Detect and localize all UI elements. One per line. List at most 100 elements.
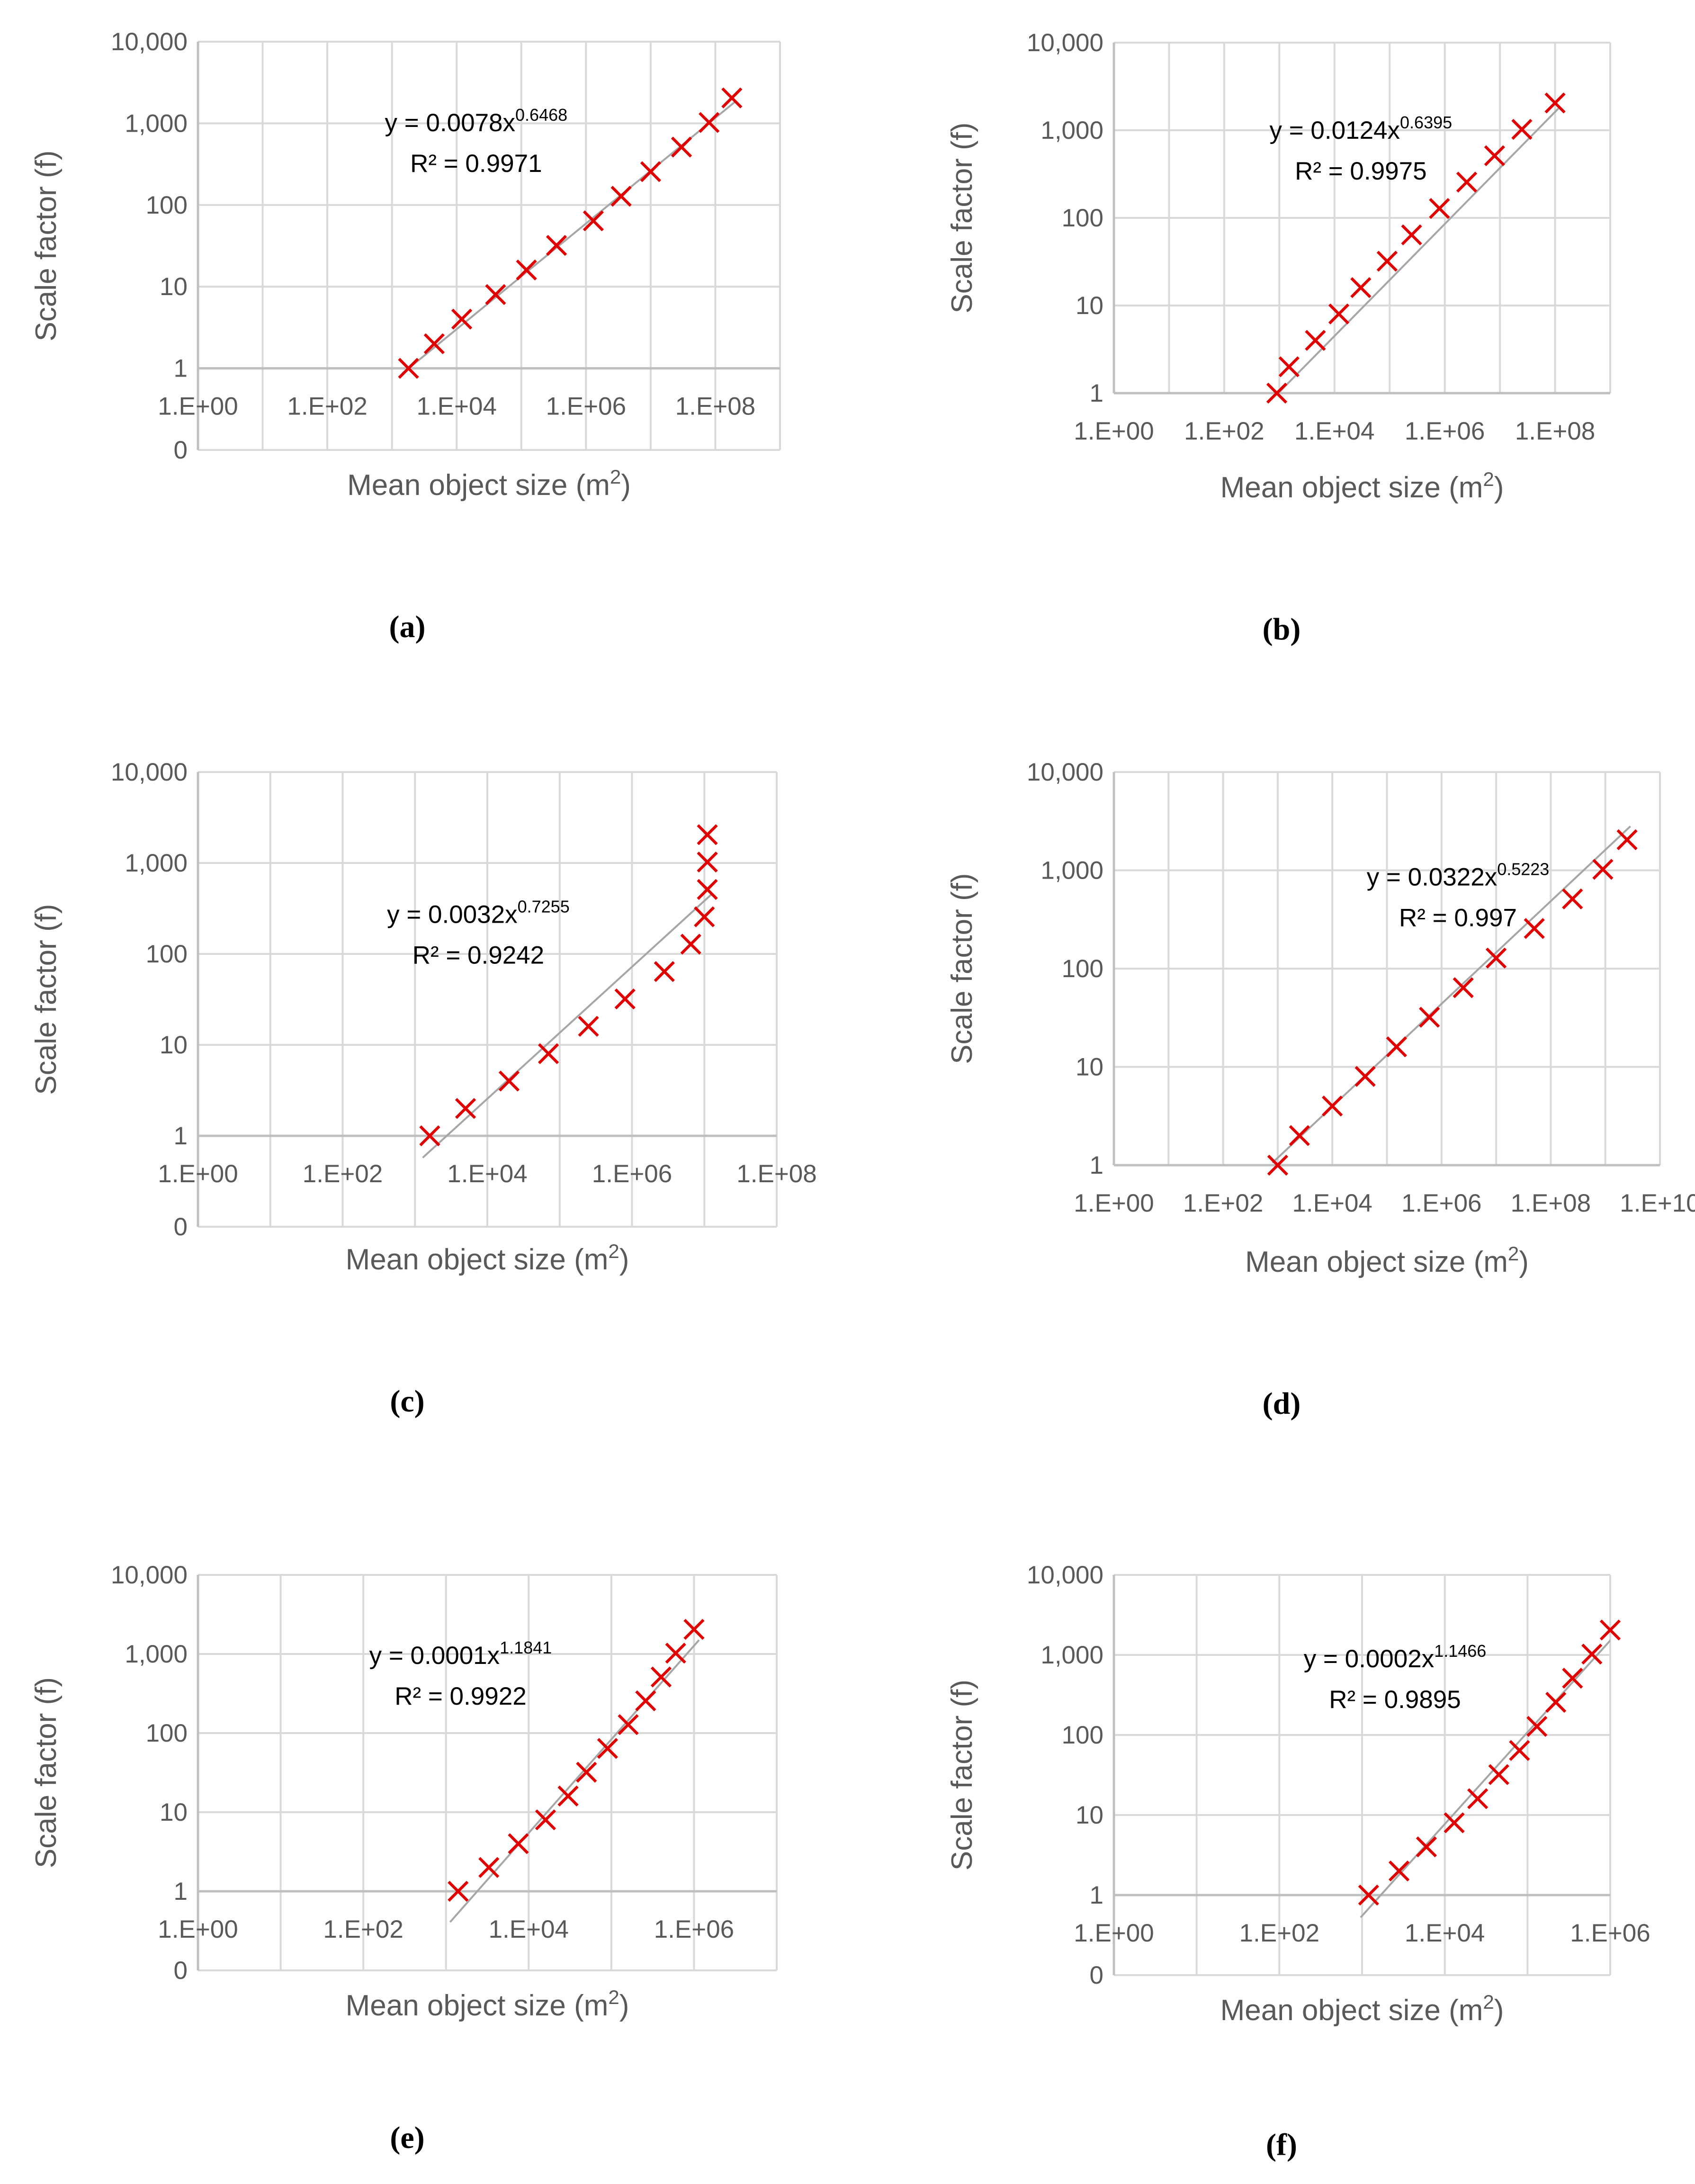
y-axis-title: Scale factor (f)	[946, 122, 978, 313]
data-point-c-10	[697, 851, 718, 873]
chart-panel-f: 0 1 10 100 1,000 10,000 1.E+00 1.E+02 1.E+04 1.E+…	[946, 1561, 1650, 2162]
data-point-e-4	[557, 1785, 579, 1807]
y-axis-title: Scale factor (f)	[30, 904, 63, 1095]
panel-label-c: (c)	[390, 1384, 424, 1419]
chart-panel-c: 0 1 10 100 1,000 10,000 1.E+00 1.E+02 1.E+04 1.E+…	[30, 758, 817, 1419]
data-point-b-1	[1278, 356, 1300, 377]
chart-panel-d: 1 10 100 1,000 10,000 1.E+00 1.E+02 1.E+04 1.E+0…	[946, 758, 1695, 1421]
x-tick-label: 1.E+02	[1183, 1189, 1263, 1217]
data-point-c-8	[694, 906, 715, 927]
data-point-d-2	[1322, 1095, 1343, 1117]
data-point-d-4	[1386, 1036, 1407, 1058]
x-tick-label: 1.E+04	[416, 393, 496, 421]
data-point-e-5	[576, 1762, 597, 1783]
x-tick-label: 1.E+00	[1074, 1919, 1154, 1947]
data-point-e-10	[665, 1643, 686, 1664]
y-tick-label: 1	[1090, 1881, 1103, 1909]
x-tick-label: 1.E+10	[1620, 1189, 1695, 1217]
trendline	[449, 1639, 700, 1923]
x-tick-label: 1.E+00	[158, 1160, 238, 1188]
data-point-e-11	[683, 1618, 705, 1640]
x-axis-title: Mean object size (m2)	[346, 1986, 629, 2022]
y-tick-label: 10	[160, 1798, 188, 1826]
data-point-b-11	[1544, 92, 1566, 114]
data-point-b-2	[1305, 330, 1326, 351]
data-point-a-2	[451, 308, 473, 330]
y-tick-label: 100	[1062, 1721, 1103, 1749]
x-tick-label: 1.E+06	[592, 1160, 672, 1188]
x-tick-label: 1.E+04	[1294, 417, 1374, 445]
data-point-b-5	[1376, 251, 1398, 272]
y-tick-label: 10	[1076, 1053, 1103, 1081]
y-tick-label: 1,000	[1040, 857, 1103, 885]
data-point-a-8	[640, 161, 662, 182]
x-tick-label: 1.E+08	[675, 393, 755, 421]
data-point-f-5	[1488, 1764, 1509, 1785]
data-point-d-8	[1524, 918, 1545, 939]
y-tick-label: 1,000	[125, 849, 188, 877]
trendline-equation: y = 0.0124x0.6395	[1270, 113, 1453, 144]
x-tick-label: 1.E+04	[1292, 1189, 1372, 1217]
chart-panel-b: 1 10 100 1,000 10,000 1.E+00 1.E+02 1.E+04 1.E+0…	[946, 29, 1611, 647]
x-tick-label: 1.E+08	[1511, 1189, 1591, 1217]
data-point-d-0	[1267, 1154, 1289, 1176]
trendline-equation: y = 0.0032x0.7255	[387, 897, 570, 928]
x-tick-label: 1.E+02	[287, 393, 367, 421]
trendline-equation: y = 0.0078x0.6468	[385, 105, 568, 137]
data-point-c-9	[697, 879, 718, 900]
data-point-f-8	[1545, 1691, 1567, 1713]
x-axis-title: Mean object size (m2)	[1220, 468, 1504, 504]
data-point-d-9	[1562, 888, 1583, 909]
data-point-b-9	[1484, 145, 1505, 166]
data-point-a-3	[485, 284, 506, 306]
trendline-equation: y = 0.0322x0.5223	[1367, 860, 1550, 891]
y-tick-label: 10	[1076, 1801, 1103, 1829]
data-point-c-3	[538, 1043, 559, 1064]
y-axis-title: Scale factor (f)	[946, 1680, 978, 1870]
y-tick-label: 10,000	[111, 28, 188, 56]
y-tick-label: 10,000	[1027, 758, 1103, 786]
data-point-c-1	[455, 1098, 476, 1119]
data-point-b-10	[1511, 118, 1533, 140]
data-point-e-0	[448, 1880, 469, 1902]
r-squared-label: R² = 0.997	[1399, 904, 1517, 932]
data-point-d-5	[1419, 1007, 1440, 1028]
y-axis-title: Scale factor (f)	[30, 150, 63, 341]
trendline-equation: y = 0.0001x1.1841	[369, 1638, 552, 1670]
y-tick-label: 1,000	[125, 1640, 188, 1668]
data-point-a-5	[546, 234, 567, 256]
chart-panel-e: 0 1 10 100 1,000 10,000 1.E+00 1.E+02 1.E+04 1.E+…	[30, 1561, 778, 2155]
data-point-d-10	[1592, 859, 1614, 880]
trendline	[1360, 1639, 1610, 1918]
y-tick-label: 10	[160, 1031, 188, 1059]
data-point-a-7	[610, 186, 632, 207]
x-axis-title: Mean object size (m2)	[1245, 1242, 1529, 1278]
chart-panel-a: 0 1 10 100 1,000 10,000 1.E+00 1.E+02 1.E+04 1.E+…	[30, 28, 781, 644]
data-point-a-4	[516, 259, 537, 281]
y-tick-label: 100	[146, 940, 188, 968]
y-tick-label: 10	[1076, 292, 1103, 320]
y-tick-label: 1	[174, 1122, 188, 1150]
x-tick-label: 1.E+06	[546, 393, 626, 421]
data-point-b-7	[1429, 198, 1450, 219]
panel-label-f: (f)	[1266, 2128, 1297, 2162]
x-axis-title: Mean object size (m2)	[347, 466, 631, 502]
x-tick-label: 1.E+06	[654, 1915, 734, 1943]
y-tick-label: 100	[1062, 204, 1103, 232]
y-tick-label: 100	[146, 191, 188, 219]
x-tick-label: 1.E+08	[736, 1160, 816, 1188]
y-tick-label: 1	[1090, 379, 1103, 407]
y-tick-label: 1,000	[125, 109, 188, 137]
data-point-e-2	[508, 1833, 529, 1854]
x-tick-label: 1.E+02	[323, 1915, 403, 1943]
data-point-a-10	[699, 112, 720, 133]
x-tick-label: 1.E+02	[303, 1160, 383, 1188]
y-tick-label: 100	[146, 1719, 188, 1747]
y-tick-label: 0	[174, 1957, 188, 1985]
panel-label-e: (e)	[390, 2121, 424, 2155]
data-point-e-6	[597, 1738, 618, 1759]
y-tick-label: 0	[1090, 1961, 1103, 1989]
x-tick-label: 1.E+04	[447, 1160, 527, 1188]
x-tick-label: 1.E+08	[1515, 417, 1595, 445]
